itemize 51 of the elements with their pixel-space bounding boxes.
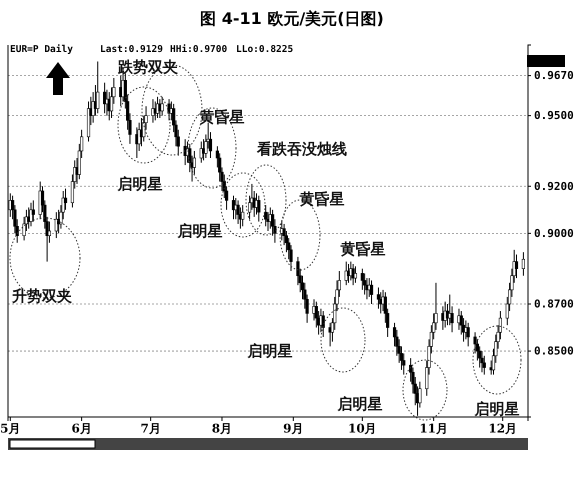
annotation: 黄昏星 xyxy=(340,240,386,258)
candlestick xyxy=(54,212,58,239)
x-tick-label: 8月 xyxy=(212,422,232,436)
annotation: 启明星 xyxy=(116,175,162,194)
candlestick xyxy=(352,263,355,286)
candlestick xyxy=(257,195,260,222)
candlestick xyxy=(482,355,486,376)
x-tick-label: 9月 xyxy=(283,422,304,436)
candlestick xyxy=(466,322,470,347)
annotation: 启明星 xyxy=(474,400,520,418)
annotation: Last:0.9129 xyxy=(100,44,164,55)
candlestick xyxy=(32,200,35,222)
candlestick xyxy=(200,141,203,164)
y-tick-label: 0.9000 xyxy=(534,226,574,240)
chart-title: 图 4-11 欧元/美元(日图) xyxy=(200,9,384,28)
annotation: 启明星 xyxy=(176,222,222,240)
x-tick-label: 5月 xyxy=(0,422,20,436)
candlestick xyxy=(376,287,380,310)
annotation: LLo:0.8225 xyxy=(236,44,294,55)
x-tick-label: 10月 xyxy=(348,422,377,436)
candlestick xyxy=(344,261,348,286)
candlestick xyxy=(360,268,364,290)
candlestick xyxy=(522,252,525,276)
candlestick xyxy=(103,82,106,114)
annotation: EUR=P Daily xyxy=(10,44,74,55)
annotation: 黄昏星 xyxy=(298,190,344,208)
x-tick-label: 11月 xyxy=(419,422,448,436)
y-tick-label: 0.8500 xyxy=(534,344,574,358)
candlestick xyxy=(160,96,164,116)
annotation: HHi:0.9700 xyxy=(170,44,228,55)
candlestick xyxy=(354,266,358,284)
candlestick xyxy=(322,310,325,338)
annotation: 看跌吞没烛线 xyxy=(256,140,347,158)
x-tick-label: 6月 xyxy=(71,422,92,436)
y-tick-label: 0.9670 xyxy=(534,69,574,82)
annotation: 黄昏星 xyxy=(198,108,244,126)
annotation: 升势双夹 xyxy=(11,287,73,306)
candlestick xyxy=(514,254,518,279)
annotation: 启明星 xyxy=(336,395,382,414)
y-tick-label: 0.8700 xyxy=(534,298,574,311)
candlestick xyxy=(370,280,374,304)
annotation: 跌势双夹 xyxy=(117,58,179,76)
y-tick-label: 0.9500 xyxy=(534,109,574,122)
annotation: 启明星 xyxy=(246,342,292,360)
x-tick-label: 12月 xyxy=(488,422,518,436)
x-tick-label: 7月 xyxy=(140,422,161,436)
candlestick xyxy=(264,204,268,227)
candlestick xyxy=(363,272,366,296)
y-tick-label: 0.9200 xyxy=(534,180,574,193)
candlestick xyxy=(444,301,447,328)
candlestick xyxy=(96,60,100,114)
